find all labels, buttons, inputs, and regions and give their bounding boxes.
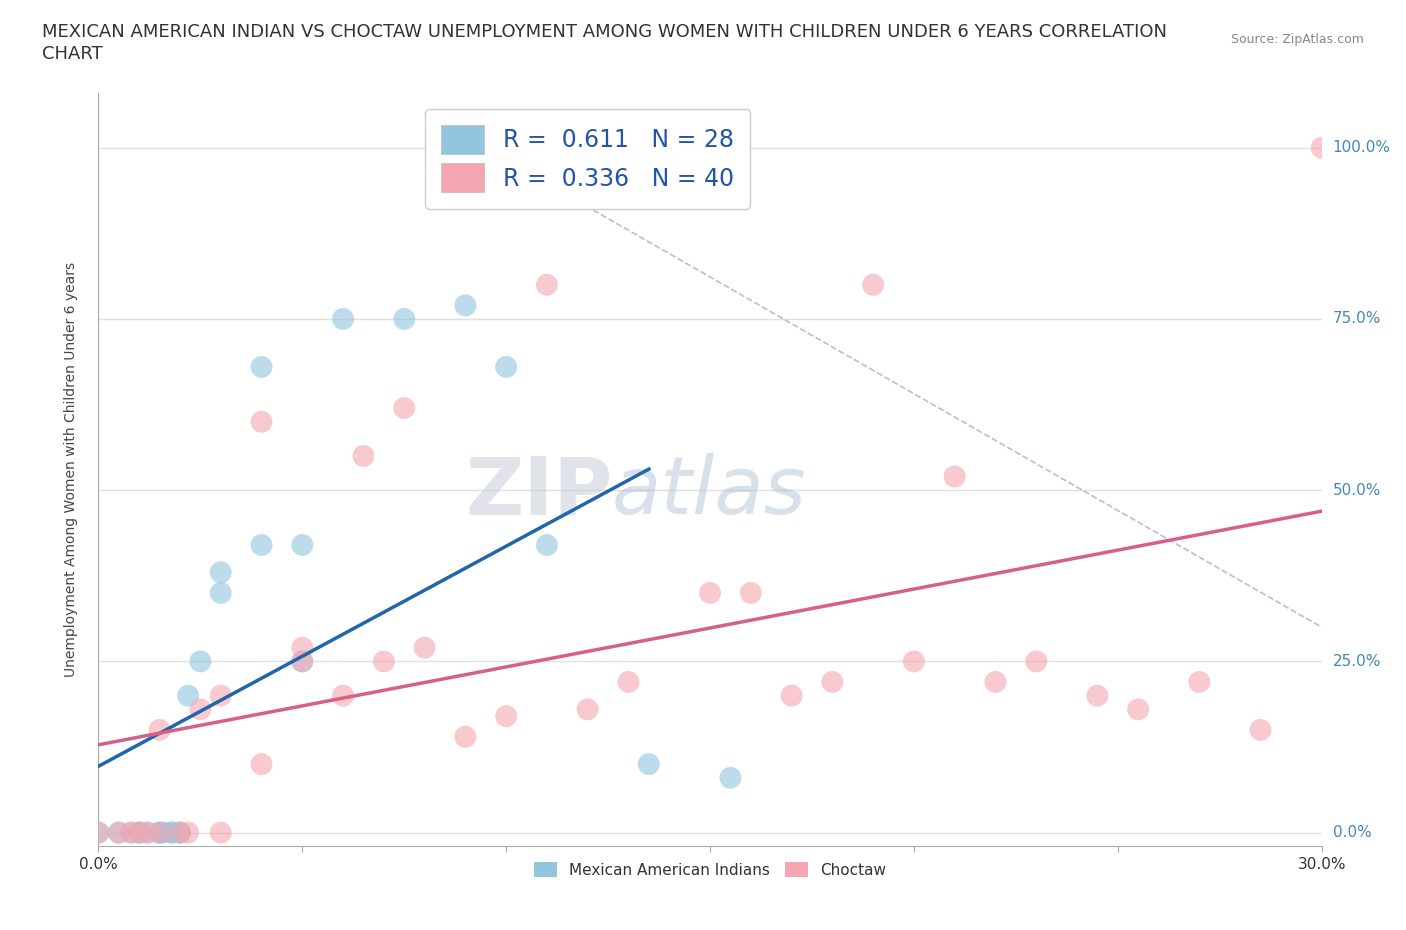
Point: [495, 360, 517, 375]
Text: MEXICAN AMERICAN INDIAN VS CHOCTAW UNEMPLOYMENT AMONG WOMEN WITH CHILDREN UNDER : MEXICAN AMERICAN INDIAN VS CHOCTAW UNEMP…: [42, 23, 1167, 41]
Point: [617, 674, 640, 689]
Point: [699, 586, 721, 601]
Point: [1310, 140, 1333, 155]
Point: [169, 825, 191, 840]
Point: [149, 825, 172, 840]
Point: [152, 825, 174, 840]
Point: [177, 825, 200, 840]
Point: [392, 312, 416, 326]
Point: [250, 757, 273, 772]
Point: [740, 586, 762, 601]
Point: [87, 825, 110, 840]
Text: CHART: CHART: [42, 45, 103, 62]
Point: [862, 277, 884, 292]
Point: [454, 298, 477, 312]
Point: [120, 825, 142, 840]
Point: [149, 825, 172, 840]
Point: [87, 825, 110, 840]
Point: [291, 654, 314, 669]
Point: [149, 825, 172, 840]
Point: [250, 538, 273, 552]
Point: [903, 654, 925, 669]
Point: [209, 825, 232, 840]
Point: [128, 825, 150, 840]
Point: [209, 565, 232, 579]
Point: [149, 723, 172, 737]
Point: [136, 825, 159, 840]
Point: [637, 757, 661, 772]
Point: [454, 729, 477, 744]
Point: [169, 825, 191, 840]
Point: [1188, 674, 1211, 689]
Point: [120, 825, 142, 840]
Point: [495, 709, 517, 724]
Point: [169, 825, 191, 840]
Point: [1128, 702, 1150, 717]
Text: 100.0%: 100.0%: [1333, 140, 1391, 155]
Point: [984, 674, 1007, 689]
Point: [332, 312, 354, 326]
Point: [128, 825, 150, 840]
Point: [291, 640, 314, 655]
Point: [188, 654, 212, 669]
Point: [108, 825, 131, 840]
Point: [332, 688, 354, 703]
Point: [821, 674, 844, 689]
Point: [1025, 654, 1047, 669]
Point: [160, 825, 183, 840]
Point: [352, 448, 374, 463]
Point: [250, 414, 273, 429]
Point: [413, 640, 436, 655]
Y-axis label: Unemployment Among Women with Children Under 6 years: Unemployment Among Women with Children U…: [63, 262, 77, 677]
Point: [250, 360, 273, 375]
Text: 0.0%: 0.0%: [1333, 825, 1371, 840]
Point: [943, 469, 966, 484]
Text: 25.0%: 25.0%: [1333, 654, 1381, 669]
Point: [373, 654, 395, 669]
Point: [576, 702, 599, 717]
Point: [188, 702, 212, 717]
Point: [136, 825, 159, 840]
Point: [536, 538, 558, 552]
Point: [1249, 723, 1271, 737]
Point: [128, 825, 150, 840]
Text: atlas: atlas: [612, 453, 807, 531]
Text: Source: ZipAtlas.com: Source: ZipAtlas.com: [1230, 33, 1364, 46]
Text: 50.0%: 50.0%: [1333, 483, 1381, 498]
Point: [291, 654, 314, 669]
Point: [108, 825, 131, 840]
Point: [780, 688, 803, 703]
Point: [177, 688, 200, 703]
Point: [718, 770, 742, 785]
Point: [160, 825, 183, 840]
Legend: Mexican American Indians, Choctaw: Mexican American Indians, Choctaw: [527, 856, 893, 884]
Point: [291, 538, 314, 552]
Text: 75.0%: 75.0%: [1333, 312, 1381, 326]
Text: ZIP: ZIP: [465, 453, 612, 531]
Point: [392, 401, 416, 416]
Point: [536, 277, 558, 292]
Point: [209, 586, 232, 601]
Point: [209, 688, 232, 703]
Point: [1085, 688, 1108, 703]
